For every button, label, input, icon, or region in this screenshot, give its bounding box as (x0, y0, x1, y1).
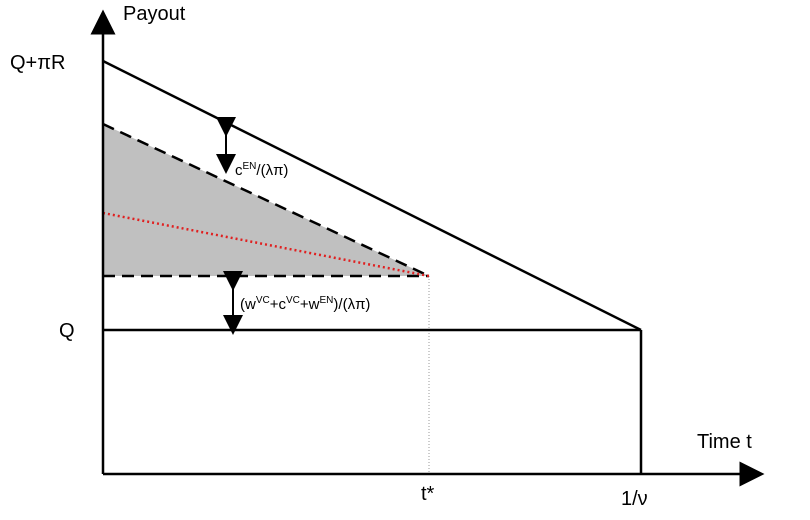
x-tick-t-star: t* (421, 483, 435, 505)
x-axis-label: Time t (697, 431, 752, 453)
red-dotted-line (102, 211, 430, 278)
dashed-upper-line (102, 122, 430, 278)
y-tick-top: Q+πR (10, 52, 65, 74)
upper-gap-label: cEN/(λπ) (235, 161, 288, 179)
x-tick-end: 1/ν (621, 488, 648, 510)
lower-gap-label: (wVC+cVC+wEN)/(λπ) (240, 295, 370, 313)
y-axis-label: Payout (123, 3, 186, 25)
payout-line (102, 59, 642, 332)
y-tick-q: Q (59, 320, 75, 342)
